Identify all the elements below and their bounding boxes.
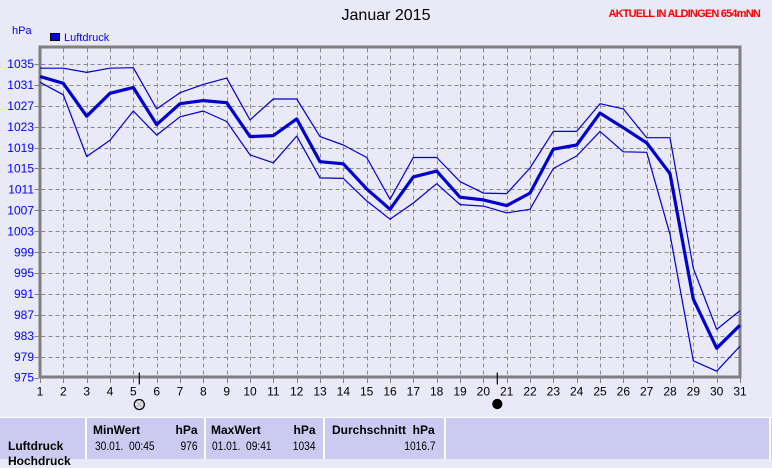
svg-text:1027: 1027 (7, 99, 34, 113)
svg-text:16: 16 (383, 385, 397, 399)
svg-text:15: 15 (360, 385, 374, 399)
svg-text:1011: 1011 (8, 183, 34, 197)
svg-text:975: 975 (14, 371, 34, 385)
svg-text:31: 31 (733, 385, 747, 399)
svg-text:13: 13 (313, 385, 327, 399)
svg-text:27: 27 (640, 385, 654, 399)
svg-text:979: 979 (14, 350, 34, 364)
svg-text:12: 12 (290, 385, 304, 399)
svg-text:25: 25 (593, 385, 607, 399)
svg-text:7: 7 (177, 385, 184, 399)
svg-text:1003: 1003 (7, 224, 34, 238)
svg-text:4: 4 (107, 385, 114, 399)
svg-text:24: 24 (570, 385, 584, 399)
svg-text:28: 28 (663, 385, 677, 399)
svg-text:999: 999 (14, 245, 34, 259)
svg-text:983: 983 (14, 329, 34, 343)
svg-text:1019: 1019 (7, 141, 34, 155)
svg-text:9: 9 (223, 385, 230, 399)
svg-text:10: 10 (243, 385, 257, 399)
svg-text:30: 30 (710, 385, 724, 399)
svg-text:17: 17 (407, 385, 421, 399)
svg-text:26: 26 (617, 385, 631, 399)
svg-text:2: 2 (60, 385, 67, 399)
svg-text:20: 20 (477, 385, 491, 399)
svg-text:1007: 1007 (7, 204, 34, 218)
svg-text:21: 21 (500, 385, 514, 399)
svg-text:1: 1 (37, 385, 44, 399)
svg-text:3: 3 (83, 385, 90, 399)
svg-text:1035: 1035 (7, 57, 34, 71)
svg-text:991: 991 (14, 287, 34, 301)
svg-text:22: 22 (523, 385, 537, 399)
svg-text:18: 18 (430, 385, 444, 399)
svg-text:1015: 1015 (7, 162, 34, 176)
svg-text:8: 8 (200, 385, 207, 399)
svg-text:11: 11 (267, 385, 280, 399)
svg-text:6: 6 (153, 385, 160, 399)
svg-text:987: 987 (14, 308, 34, 322)
svg-text:14: 14 (337, 385, 351, 399)
svg-text:19: 19 (453, 385, 467, 399)
svg-text:995: 995 (14, 266, 34, 280)
svg-text:29: 29 (687, 385, 701, 399)
svg-text:23: 23 (547, 385, 561, 399)
svg-text:1023: 1023 (7, 120, 34, 134)
svg-text:5: 5 (130, 385, 137, 399)
svg-text:1031: 1031 (7, 78, 34, 92)
